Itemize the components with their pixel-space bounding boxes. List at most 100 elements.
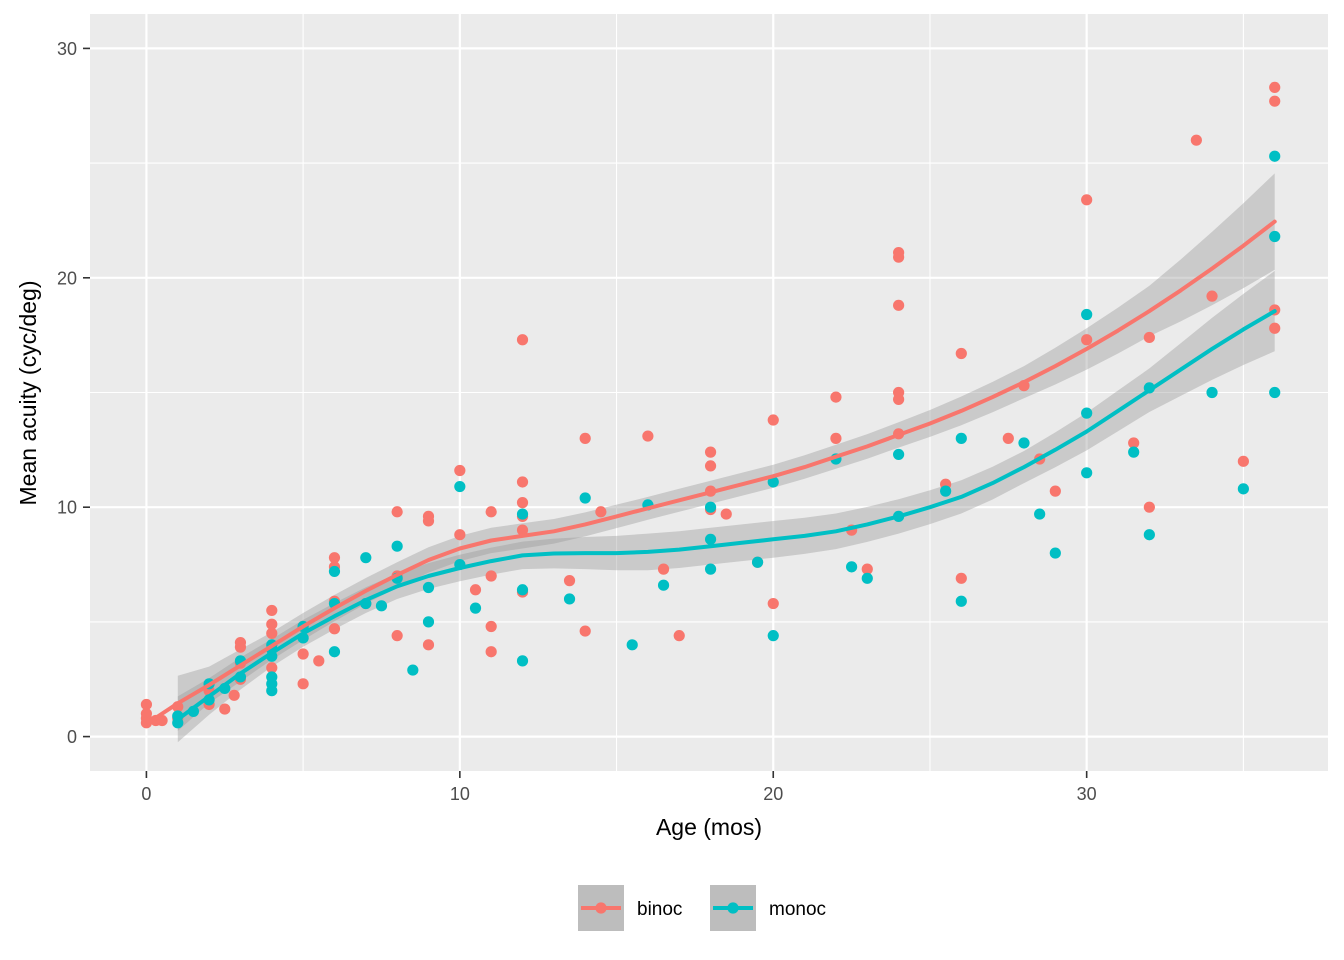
monoc-point bbox=[1237, 483, 1249, 495]
monoc-point bbox=[704, 563, 717, 575]
binoc-point bbox=[767, 597, 779, 610]
monoc-point bbox=[704, 533, 717, 545]
binoc-point bbox=[454, 464, 466, 477]
binoc-point bbox=[422, 510, 435, 522]
x-tick-label: 20 bbox=[763, 784, 783, 804]
binoc-point bbox=[313, 655, 325, 667]
binoc-point bbox=[266, 662, 278, 674]
binoc-point bbox=[454, 529, 466, 541]
monoc-point bbox=[940, 485, 952, 497]
binoc-legend-label: binoc bbox=[637, 899, 682, 920]
binoc-point bbox=[1143, 501, 1155, 513]
binoc-point bbox=[642, 430, 654, 442]
monoc-point bbox=[767, 476, 779, 488]
monoc-point bbox=[955, 595, 967, 607]
monoc-point bbox=[516, 508, 529, 520]
y-tick-label: 20 bbox=[57, 268, 77, 288]
monoc-legend-label: monoc bbox=[769, 899, 826, 920]
x-tick-label: 0 bbox=[141, 784, 151, 804]
binoc-point bbox=[422, 639, 435, 651]
binoc-point bbox=[1269, 95, 1281, 107]
monoc-point bbox=[454, 480, 466, 493]
binoc-point bbox=[579, 625, 591, 637]
binoc-point bbox=[140, 698, 153, 711]
binoc-point bbox=[830, 391, 842, 403]
x-tick-label: 10 bbox=[450, 784, 470, 804]
monoc-point bbox=[407, 664, 419, 676]
binoc-point bbox=[720, 508, 732, 520]
binoc-point bbox=[485, 620, 497, 633]
binoc-point bbox=[485, 570, 497, 582]
binoc-point bbox=[704, 446, 717, 458]
binoc-point bbox=[563, 575, 576, 587]
monoc-point bbox=[422, 581, 435, 594]
binoc-point bbox=[516, 524, 529, 536]
binoc-point bbox=[297, 678, 309, 690]
binoc-point bbox=[1081, 334, 1093, 346]
binoc-point bbox=[266, 604, 278, 617]
binoc-point bbox=[861, 563, 873, 575]
binoc-point bbox=[297, 648, 309, 660]
binoc-point bbox=[485, 506, 497, 518]
monoc-point bbox=[1206, 386, 1218, 399]
binoc-point bbox=[234, 636, 247, 649]
binoc-point bbox=[1128, 437, 1140, 449]
monoc-legend-point bbox=[727, 902, 739, 914]
binoc-point bbox=[657, 563, 670, 575]
binoc-point bbox=[266, 618, 278, 630]
binoc-point bbox=[266, 627, 278, 639]
monoc-point bbox=[1081, 308, 1093, 321]
monoc-point bbox=[1269, 230, 1281, 243]
binoc-point bbox=[391, 630, 403, 642]
binoc-point bbox=[1206, 290, 1218, 302]
binoc-point bbox=[516, 497, 529, 509]
monoc-point bbox=[563, 593, 576, 605]
monoc-point bbox=[1034, 508, 1046, 520]
monoc-point bbox=[1081, 407, 1093, 419]
binoc-point bbox=[893, 386, 905, 399]
monoc-point bbox=[657, 579, 670, 591]
y-tick-label: 30 bbox=[57, 39, 77, 59]
binoc-point bbox=[704, 460, 717, 472]
monoc-point bbox=[1081, 467, 1093, 479]
x-axis-title: Age (mos) bbox=[656, 814, 762, 840]
binoc-point bbox=[1081, 194, 1093, 206]
monoc-point bbox=[328, 646, 341, 658]
grid-major bbox=[90, 14, 1328, 771]
binoc-point bbox=[1269, 322, 1281, 334]
x-tick-label: 30 bbox=[1077, 784, 1097, 804]
binoc-point bbox=[955, 347, 967, 360]
binoc-point bbox=[516, 476, 529, 488]
monoc-point bbox=[767, 630, 779, 642]
binoc-point bbox=[485, 646, 497, 658]
binoc-point bbox=[516, 334, 529, 346]
binoc-point bbox=[228, 689, 240, 701]
legend: binoc monoc bbox=[578, 885, 826, 931]
axes: 0 10 20 30 0 10 20 30 bbox=[57, 39, 1097, 804]
binoc-point bbox=[673, 630, 685, 642]
binoc-point bbox=[328, 552, 341, 564]
monoc-point bbox=[360, 552, 372, 564]
monoc-point bbox=[391, 540, 403, 552]
monoc-point bbox=[955, 432, 967, 444]
monoc-point bbox=[861, 572, 873, 584]
monoc-point bbox=[1128, 446, 1140, 458]
binoc-point bbox=[830, 432, 842, 444]
monoc-point bbox=[704, 501, 717, 513]
monoc-point bbox=[1143, 529, 1155, 541]
binoc-point bbox=[767, 414, 779, 426]
grid-minor bbox=[90, 14, 1328, 771]
binoc-smooth-line bbox=[144, 219, 1277, 726]
monoc-point bbox=[1269, 386, 1281, 399]
monoc-point bbox=[751, 556, 764, 568]
monoc-point bbox=[375, 600, 388, 612]
binoc-point bbox=[391, 506, 403, 518]
monoc-point bbox=[1049, 547, 1061, 559]
binoc-point bbox=[1237, 455, 1249, 467]
binoc-point bbox=[1269, 81, 1281, 94]
y-tick-label: 10 bbox=[57, 498, 77, 518]
monoc-point bbox=[516, 655, 529, 667]
monoc-point bbox=[1018, 437, 1030, 449]
y-axis-title: Mean acuity (cyc/deg) bbox=[15, 281, 41, 506]
